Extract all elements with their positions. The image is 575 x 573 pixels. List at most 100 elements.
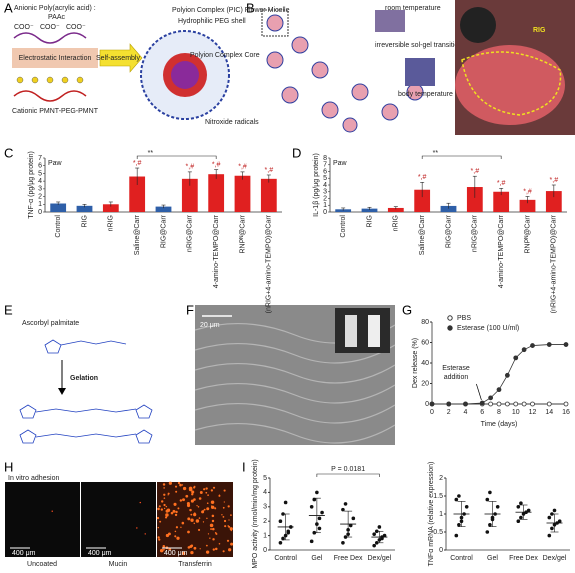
fluorescence — [165, 513, 169, 517]
fluorescence — [179, 483, 182, 487]
fluorescence — [157, 526, 159, 529]
fluorescence — [182, 486, 187, 491]
y-tick-label: 60 — [421, 339, 429, 346]
point — [546, 401, 552, 407]
fluorescence — [205, 550, 210, 554]
fluorescence — [222, 550, 225, 553]
fluorescence — [193, 498, 196, 501]
point — [557, 519, 562, 523]
fluorescence — [205, 487, 208, 490]
fluorescence — [144, 533, 146, 535]
fluorescence — [228, 519, 230, 521]
y-tick-label: 3 — [263, 504, 267, 511]
fluorescence — [159, 520, 162, 523]
text: room temperature — [385, 5, 441, 12]
fluorescence — [174, 530, 177, 533]
bar — [545, 191, 562, 212]
y-axis-label: IL-1β (pg/μg protein) — [313, 153, 320, 217]
x-tick-label: Control — [55, 215, 62, 238]
legend-label: Esterase (100 U/ml) — [457, 325, 519, 332]
text: Hydrophilic PEG shell — [178, 18, 246, 25]
fluorescence — [182, 498, 186, 502]
bar — [493, 191, 510, 212]
fluorescence — [163, 493, 166, 496]
point — [479, 400, 485, 406]
inset-label: Paw — [333, 160, 348, 167]
arrow — [99, 43, 143, 73]
point — [488, 401, 494, 407]
legend-marker — [447, 315, 453, 321]
x-tick-label: Free Dex — [334, 555, 363, 562]
y-tick-label: 0.5 — [433, 529, 443, 536]
panel-label: C — [4, 145, 13, 160]
point — [546, 342, 552, 347]
fluorescence — [159, 548, 164, 553]
y-tick-label: 6 — [38, 163, 42, 170]
fluorescence — [214, 532, 217, 534]
text: 400 μm — [88, 550, 112, 557]
fluorescence — [167, 492, 170, 495]
x-tick-label: Dex/gel — [368, 555, 392, 562]
y-tick-label: 40 — [421, 360, 429, 367]
fluorescence — [190, 513, 193, 516]
panel-e: Ascorbyl palmitate Gelation — [19, 320, 153, 444]
panel-label: D — [292, 145, 301, 160]
point — [320, 510, 324, 515]
fluorescence — [193, 513, 197, 517]
point — [496, 401, 502, 407]
point — [278, 541, 283, 545]
x-tick-label: nRIG@Carr — [472, 214, 479, 252]
point — [429, 401, 435, 407]
point — [286, 530, 291, 535]
fluorescence — [179, 499, 183, 502]
text: Cationic PMNT-PEG-PMNT — [12, 108, 99, 115]
vial — [368, 315, 380, 347]
fluorescence — [197, 506, 200, 508]
y-tick-label: 0 — [38, 209, 42, 216]
point — [485, 530, 490, 534]
fluorescence — [168, 481, 172, 485]
fluorescence — [175, 526, 179, 529]
bar — [440, 205, 457, 212]
fluorescence — [202, 521, 205, 523]
panel-label: A — [4, 0, 13, 15]
fluorescence — [206, 502, 209, 505]
point — [519, 515, 523, 520]
point — [516, 519, 521, 523]
fluorescence — [163, 548, 165, 551]
inset-photo — [335, 308, 390, 353]
point — [521, 401, 527, 407]
fluorescence — [229, 527, 233, 531]
x-tick-label: 16 — [562, 409, 570, 416]
text: Polyion Complex (PIC) Flower Micelle — [172, 7, 290, 14]
panel-label: F — [186, 302, 194, 317]
fluorescence — [199, 491, 203, 494]
text: irreversible sol-gel transition — [375, 42, 462, 49]
y-axis-label: Dex release (%) — [412, 338, 419, 388]
y-tick-label: 1 — [263, 532, 267, 539]
x-tick-label: RIG@Carr — [445, 214, 452, 248]
point — [526, 508, 531, 513]
fluorescence — [227, 525, 229, 527]
fluorescence — [165, 505, 168, 508]
fluorescence — [224, 525, 227, 528]
photo-region — [460, 7, 496, 43]
fluorescence — [215, 547, 218, 551]
x-tick-label: Free Dex — [509, 555, 538, 562]
fluorescence — [193, 512, 196, 515]
fluorescence — [173, 510, 176, 512]
point — [547, 533, 552, 538]
fluorescence — [195, 519, 200, 523]
y-tick-label: 0 — [425, 401, 429, 408]
fluorescence — [206, 507, 210, 511]
annotation-arrow — [476, 383, 482, 401]
fluorescence — [193, 486, 196, 489]
polymer-chain — [13, 90, 87, 102]
x-tick-label: Control — [340, 215, 347, 238]
fluorescence — [136, 527, 138, 529]
point — [372, 532, 376, 536]
x-tick-label: RNPᴺ@Carr — [239, 214, 246, 253]
fluorescence — [51, 510, 53, 512]
fluorescence — [198, 497, 202, 500]
